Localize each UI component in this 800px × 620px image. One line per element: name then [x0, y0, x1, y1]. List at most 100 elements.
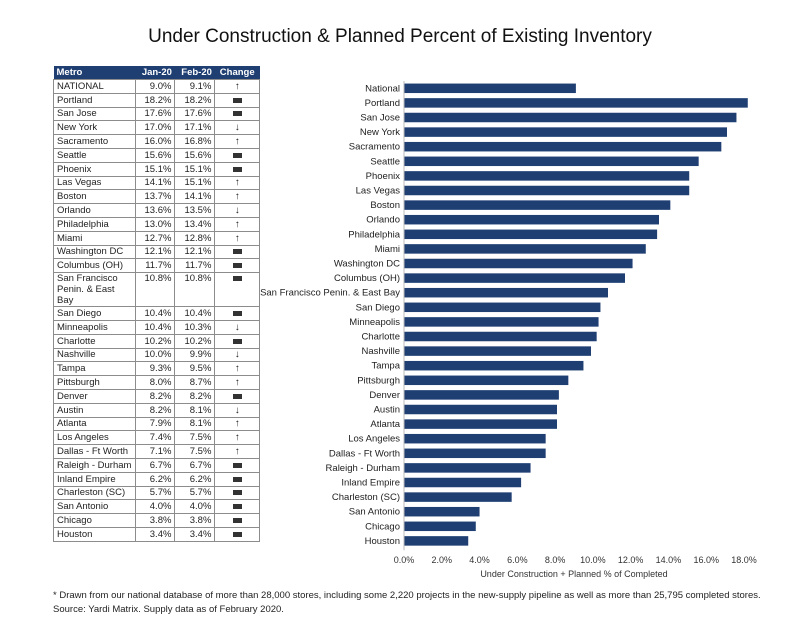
bar [404, 477, 522, 488]
category-label: Raleigh - Durham [326, 463, 401, 474]
bar [404, 98, 748, 108]
table-row: Phoenix 15.1% 15.1% [53, 161, 260, 177]
table-body: NATIONAL 9.0% 9.1% ↑ Portland 18.2% 18.2% San J… [53, 79, 260, 542]
bar [404, 200, 671, 210]
table-row: Miami 12.7% 12.8% ↑ [53, 230, 260, 246]
table-row: Chicago 3.8% 3.8% [53, 513, 260, 528]
arrow-up-icon: ↑ [234, 418, 240, 430]
table-row: Seattle 15.6% 15.6% [53, 147, 260, 163]
x-tick-label: 8.0% [545, 555, 566, 565]
jan-cell: 3.4% [134, 526, 176, 542]
flat-icon [232, 462, 242, 468]
bar [404, 331, 597, 342]
bar [404, 141, 722, 152]
bar [404, 492, 512, 502]
category-label: Orlando [366, 215, 400, 226]
category-label: Pittsburgh [357, 375, 400, 386]
category-label: San Jose [360, 113, 400, 124]
flat-icon [232, 531, 242, 537]
jan-cell: 17.6% [134, 106, 176, 122]
bar [404, 346, 591, 356]
arrow-up-icon: ↑ [234, 177, 240, 189]
table-row: Atlanta 7.9% 8.1% ↑ [53, 416, 260, 432]
bar [404, 390, 559, 400]
x-tick-label: 16.0% [693, 555, 719, 565]
category-label: Las Vegas [356, 186, 401, 197]
category-label: Miami [375, 244, 400, 255]
arrow-up-icon: ↑ [234, 191, 240, 203]
category-label: Houston [365, 536, 400, 547]
flat-icon [232, 97, 242, 103]
category-label: Portland [365, 98, 400, 109]
arrow-down-icon: ↓ [234, 321, 240, 333]
category-label: Philadelphia [348, 229, 400, 240]
bar [404, 463, 531, 473]
table-row: San Antonio 4.0% 4.0% [53, 499, 260, 515]
bar [404, 214, 659, 225]
feb-cell: 3.4% [174, 526, 216, 542]
category-label: Columbus (OH) [334, 273, 400, 284]
flat-icon [232, 111, 242, 117]
table-row: Columbus (OH) 11.7% 11.7% [53, 258, 260, 274]
jan-cell: 10.8% [134, 272, 176, 308]
footnote-line-2: Source: Yardi Matrix. Supply data as of … [53, 604, 284, 615]
category-label: San Diego [356, 302, 400, 313]
header-jan: Jan-20 [135, 66, 175, 80]
table-row: Denver 8.2% 8.2% [53, 388, 260, 404]
flat-icon [232, 263, 242, 269]
bar [404, 433, 546, 444]
bar [404, 360, 584, 371]
footnote-line-1: * Drawn from our national database of mo… [53, 590, 761, 601]
x-tick-label: 12.0% [618, 555, 644, 565]
table-row: Philadelphia 13.0% 13.4% ↑ [53, 216, 260, 232]
arrow-up-icon: ↑ [234, 218, 240, 230]
flat-icon [232, 517, 242, 523]
table-row: San Jose 17.6% 17.6% [53, 106, 260, 122]
category-label: Sacramento [349, 142, 400, 153]
arrow-up-icon: ↑ [234, 432, 240, 444]
bar [404, 506, 480, 517]
change-cell: ↑ [214, 416, 260, 432]
bar [404, 448, 546, 459]
bar [404, 375, 569, 386]
metro-cell: San Francisco Penin. & East Bay [53, 272, 136, 308]
feb-cell: 7.5% [174, 444, 216, 459]
table-row: Charleston (SC) 5.7% 5.7% [53, 485, 260, 501]
x-tick-label: 0.0% [394, 555, 415, 565]
table-header-row: Metro Jan-20 Feb-20 Change [53, 66, 260, 80]
page-title: Under Construction & Planned Percent of … [148, 26, 652, 47]
table-row: Minneapolis 10.4% 10.3% ↓ [53, 319, 260, 335]
category-label: Atlanta [370, 419, 400, 430]
metro-table: Metro Jan-20 Feb-20 Change NATIONAL 9.0% 9… [53, 66, 260, 542]
header-feb: Feb-20 [174, 66, 215, 80]
category-label: Inland Empire [341, 478, 400, 489]
category-label: Dallas - Ft Worth [329, 448, 400, 459]
flat-icon [232, 476, 242, 482]
category-label: Charlotte [361, 332, 400, 343]
bar [404, 112, 737, 123]
flat-icon [232, 152, 242, 158]
category-label: Washington DC [334, 259, 400, 270]
bar [404, 521, 476, 532]
category-label: San Antonio [349, 507, 400, 518]
bar [404, 83, 576, 94]
arrow-down-icon: ↓ [234, 404, 240, 416]
x-tick-label: 18.0% [731, 555, 757, 565]
flat-icon [232, 393, 242, 399]
category-label: Phoenix [366, 171, 401, 182]
flat-icon [232, 504, 242, 510]
bar [404, 127, 727, 137]
bar [404, 244, 646, 254]
category-label: Los Angeles [348, 434, 400, 445]
table-row: Las Vegas 14.1% 15.1% ↑ [53, 175, 260, 191]
category-label: Charleston (SC) [332, 492, 400, 503]
category-label: National [365, 83, 400, 94]
category-label: Austin [374, 405, 400, 416]
table-row: Houston 3.4% 3.4% [53, 526, 260, 542]
table-row: San Diego 10.4% 10.4% [53, 306, 260, 321]
table-row: Inland Empire 6.2% 6.2% [53, 471, 260, 487]
arrow-down-icon: ↓ [234, 349, 240, 361]
bar [404, 273, 625, 283]
arrow-up-icon: ↑ [234, 363, 240, 375]
